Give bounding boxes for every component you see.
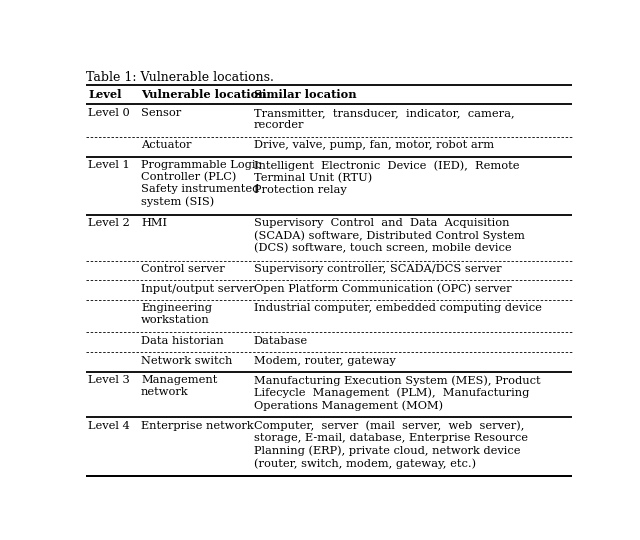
- Text: Level 0: Level 0: [88, 108, 130, 118]
- Text: Data historian: Data historian: [141, 336, 224, 346]
- Text: Open Platform Communication (OPC) server: Open Platform Communication (OPC) server: [253, 284, 511, 294]
- Text: Engineering
workstation: Engineering workstation: [141, 303, 212, 325]
- Text: Enterprise network: Enterprise network: [141, 421, 253, 430]
- Text: Database: Database: [253, 336, 308, 346]
- Text: Control server: Control server: [141, 264, 225, 274]
- Text: Table 1: Vulnerable locations.: Table 1: Vulnerable locations.: [86, 71, 274, 84]
- Text: Intelligent  Electronic  Device  (IED),  Remote
Terminal Unit (RTU)
Protection r: Intelligent Electronic Device (IED), Rem…: [253, 160, 519, 195]
- Text: Level 3: Level 3: [88, 375, 130, 385]
- Text: Input/output server: Input/output server: [141, 284, 255, 294]
- Text: Similar location: Similar location: [253, 89, 356, 100]
- Text: Drive, valve, pump, fan, motor, robot arm: Drive, valve, pump, fan, motor, robot ar…: [253, 140, 493, 151]
- Text: Computer,  server  (mail  server,  web  server),
storage, E-mail, database, Ente: Computer, server (mail server, web serve…: [253, 421, 527, 469]
- Text: Industrial computer, embedded computing device: Industrial computer, embedded computing …: [253, 303, 541, 313]
- Text: Level 4: Level 4: [88, 421, 130, 430]
- Text: Supervisory controller, SCADA/DCS server: Supervisory controller, SCADA/DCS server: [253, 264, 501, 274]
- Text: Vulnerable location: Vulnerable location: [141, 89, 267, 100]
- Text: Sensor: Sensor: [141, 108, 181, 118]
- Text: Supervisory  Control  and  Data  Acquisition
(SCADA) software, Distributed Contr: Supervisory Control and Data Acquisition…: [253, 219, 524, 254]
- Text: Actuator: Actuator: [141, 140, 191, 151]
- Text: Modem, router, gateway: Modem, router, gateway: [253, 355, 396, 366]
- Text: Manufacturing Execution System (MES), Product
Lifecycle  Management  (PLM),  Man: Manufacturing Execution System (MES), Pr…: [253, 375, 540, 411]
- Text: Network switch: Network switch: [141, 355, 232, 366]
- Text: Transmitter,  transducer,  indicator,  camera,
recorder: Transmitter, transducer, indicator, came…: [253, 108, 514, 130]
- Text: Level 2: Level 2: [88, 219, 130, 228]
- Text: HMI: HMI: [141, 219, 167, 228]
- Text: Programmable Logic
Controller (PLC)
Safety instrumented
system (SIS): Programmable Logic Controller (PLC) Safe…: [141, 160, 262, 207]
- Text: Level 1: Level 1: [88, 160, 130, 170]
- Text: Level: Level: [88, 89, 122, 100]
- Text: Management
network: Management network: [141, 375, 218, 397]
